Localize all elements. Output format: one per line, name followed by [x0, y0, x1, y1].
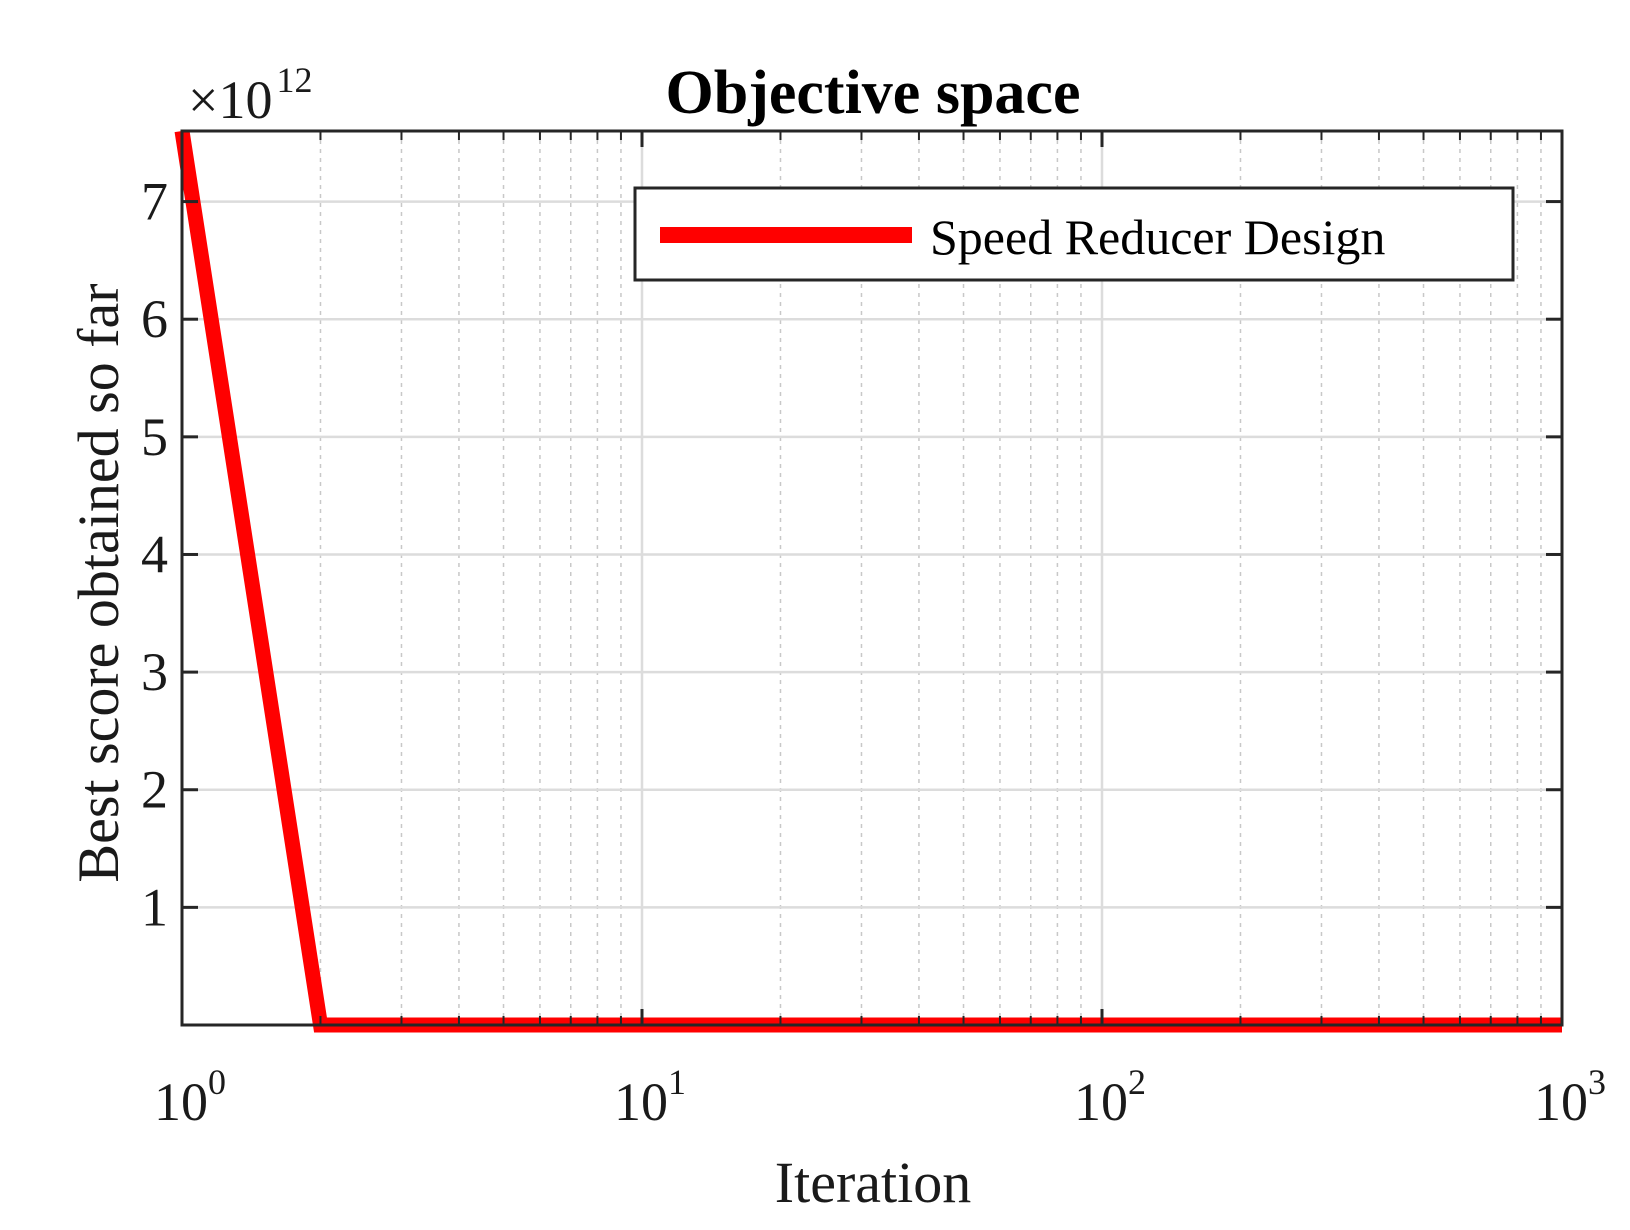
legend: Speed Reducer Design	[633, 186, 1515, 282]
legend-label-speed-reducer-design: Speed Reducer Design	[930, 209, 1385, 265]
x-tick-label-exponent: 2	[1128, 1062, 1146, 1102]
chart-title: Objective space	[666, 59, 1081, 127]
x-axis-label: Iteration	[775, 1150, 971, 1215]
x-tick-label-base: 10	[614, 1072, 668, 1132]
x-tick-label: 100	[154, 1062, 226, 1132]
y-tick-label: 6	[141, 289, 168, 349]
y-axis-label: Best score obtained so far	[66, 283, 131, 882]
y-tick-label: 4	[141, 524, 168, 584]
y-tick-label: 1	[141, 877, 168, 937]
y-exponent-power: 12	[276, 60, 312, 100]
y-axis-exponent-label: ×10 12	[188, 60, 312, 130]
plot-frame	[180, 129, 1564, 1027]
x-tick-label-base: 10	[1074, 1072, 1128, 1132]
y-tick-label: 7	[141, 172, 168, 232]
x-tick-label: 101	[614, 1062, 686, 1132]
x-tick-label: 103	[1534, 1062, 1606, 1132]
y-exponent-base: ×10	[188, 70, 272, 130]
x-tick-label-exponent: 3	[1588, 1062, 1606, 1102]
x-tick-label-exponent: 0	[208, 1062, 226, 1102]
y-tick-label: 5	[141, 407, 168, 467]
y-tick-label: 2	[141, 760, 168, 820]
x-tick-label-base: 10	[1534, 1072, 1588, 1132]
x-tick-label: 102	[1074, 1062, 1146, 1132]
x-tick-label-base: 10	[154, 1072, 208, 1132]
y-tick-label: 3	[141, 642, 168, 702]
x-tick-label-exponent: 1	[668, 1062, 686, 1102]
